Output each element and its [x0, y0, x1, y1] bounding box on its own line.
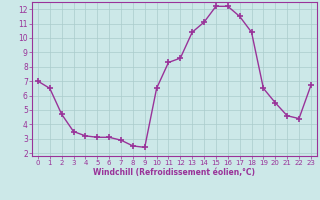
X-axis label: Windchill (Refroidissement éolien,°C): Windchill (Refroidissement éolien,°C) — [93, 168, 255, 177]
